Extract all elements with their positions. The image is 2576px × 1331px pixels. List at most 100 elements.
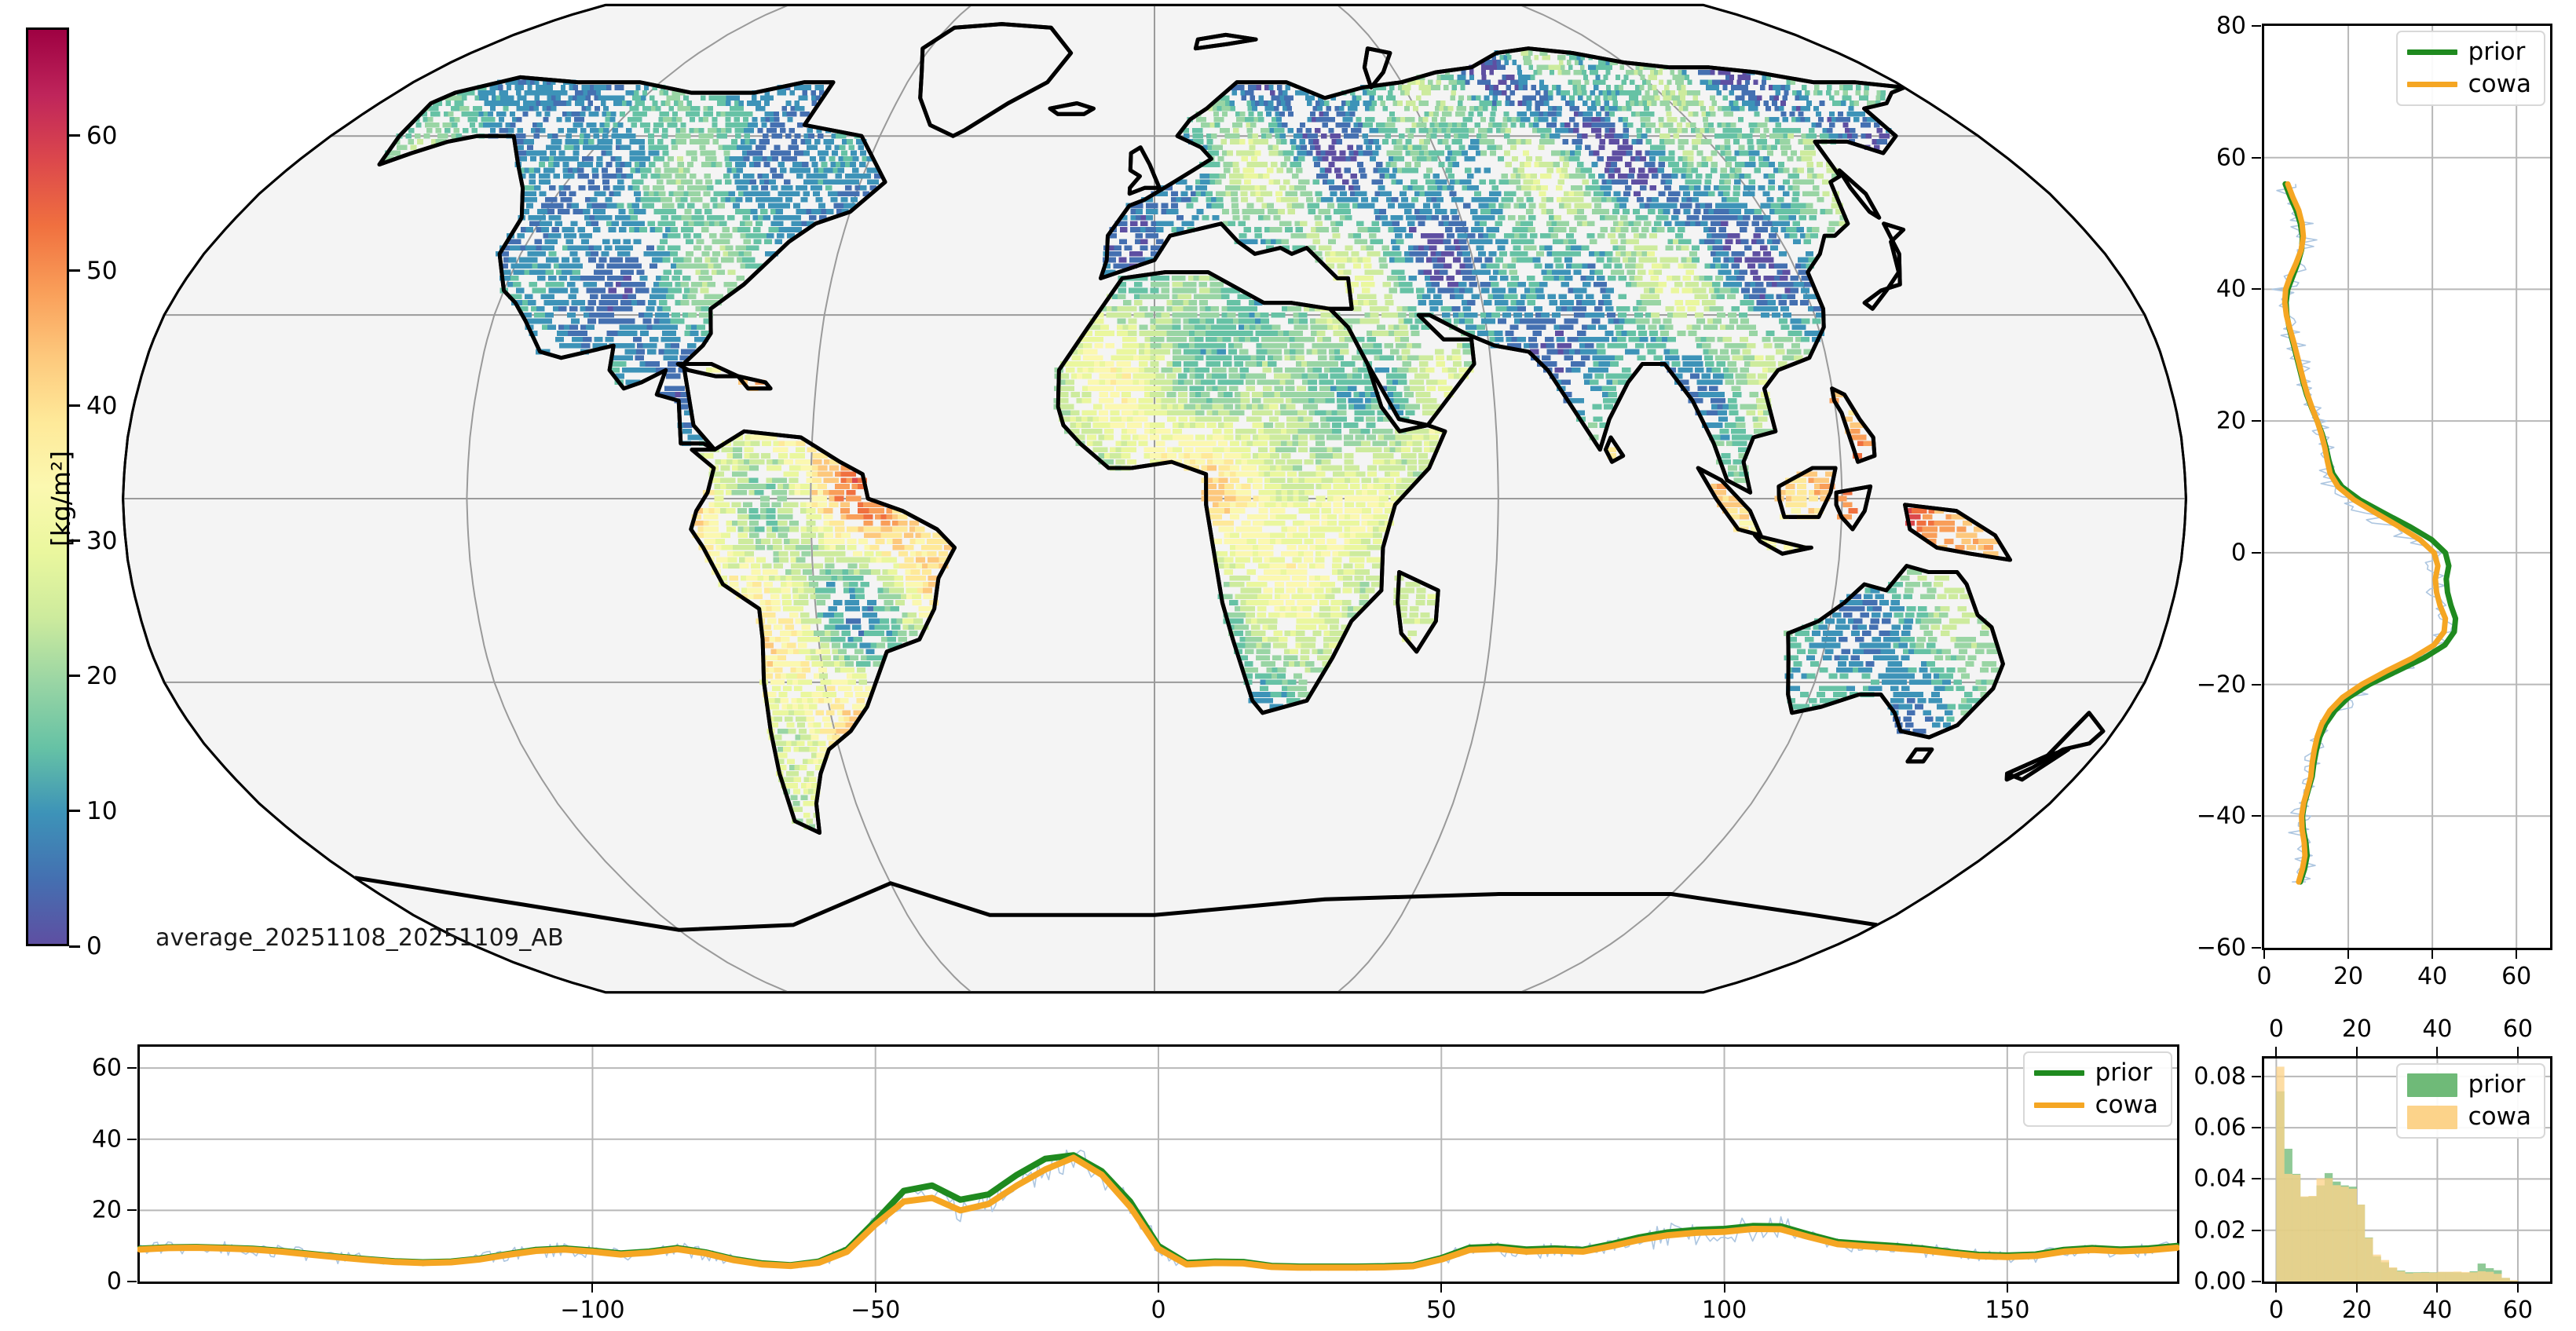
axis-tick-label: 0.08 <box>2194 1062 2246 1091</box>
legend-label: prior <box>2468 1070 2526 1099</box>
zonal-plot-canvas <box>2264 26 2550 948</box>
colorbar-tick <box>69 810 80 813</box>
histogram-plot-legend: prior cowa <box>2395 1063 2545 1139</box>
axis-tick <box>1723 1283 1725 1293</box>
legend-label: prior <box>2468 38 2526 66</box>
axis-tick-label: 0 <box>2268 1015 2284 1043</box>
axis-tick-label: 40 <box>91 1125 122 1154</box>
legend-item: prior <box>2033 1059 2158 1087</box>
axis-tick <box>2252 1178 2261 1180</box>
map-annotation-label: average_20251108_20251109_AB <box>156 924 564 952</box>
meridional-mean-plot[interactable]: prior cowa <box>137 1044 2179 1284</box>
axis-tick <box>2436 1047 2439 1056</box>
axis-tick <box>2263 949 2265 959</box>
colorbar-tick-label: 10 <box>86 796 118 825</box>
colorbar-tick <box>69 269 80 272</box>
zonal-plot-legend: prior cowa <box>2395 31 2545 106</box>
axis-tick-label: 50 <box>1426 1296 1457 1324</box>
colorbar-tick <box>69 539 80 543</box>
world-map-svg <box>122 3 2187 994</box>
axis-tick-label: 0 <box>106 1267 122 1296</box>
legend-color-swatch <box>2406 1105 2457 1129</box>
axis-tick <box>2347 949 2350 959</box>
axis-tick-label: 100 <box>1701 1296 1747 1324</box>
axis-tick <box>2252 420 2261 422</box>
axis-tick <box>127 1209 137 1212</box>
colorbar-tick <box>69 134 80 137</box>
legend-line-swatch <box>2406 82 2457 87</box>
axis-tick <box>2252 1127 2261 1129</box>
axis-tick <box>1440 1283 1443 1293</box>
colorbar-tick <box>69 404 80 408</box>
legend-line-swatch <box>2033 1102 2084 1108</box>
axis-tick-label: 60 <box>2502 1015 2534 1043</box>
axis-tick <box>127 1281 137 1282</box>
zonal-mean-plot[interactable]: prior cowa <box>2262 24 2552 950</box>
axis-tick-label: 20 <box>2341 1015 2372 1043</box>
value-histogram-plot[interactable]: prior cowa <box>2262 1056 2552 1284</box>
colorbar-tick-label: 60 <box>86 121 118 150</box>
legend-label: prior <box>2095 1059 2153 1087</box>
axis-tick-label: 0 <box>2256 963 2272 990</box>
axis-tick-label: 80 <box>2216 12 2246 40</box>
axis-tick-label: 0 <box>2268 1296 2284 1324</box>
colorbar-axis-label: [kg/m²] <box>46 450 76 547</box>
axis-tick <box>2516 949 2518 959</box>
axis-tick <box>2355 1283 2358 1293</box>
axis-tick-label: 60 <box>2502 1296 2534 1324</box>
axis-tick <box>2252 551 2261 554</box>
axis-tick <box>2252 288 2261 291</box>
axis-tick <box>2436 1283 2439 1293</box>
axis-tick-label: 40 <box>2417 963 2448 990</box>
zonal-plot-frame <box>2262 24 2552 950</box>
axis-tick <box>2252 1229 2261 1231</box>
legend-label: cowa <box>2095 1091 2158 1119</box>
axis-tick <box>2431 949 2434 959</box>
axis-tick <box>2252 947 2261 949</box>
colorbar-tick-label: 30 <box>86 526 118 555</box>
colorbar-tick-label: 20 <box>86 661 118 690</box>
meridional-plot-legend: prior cowa <box>2022 1051 2172 1127</box>
axis-tick <box>2252 1075 2261 1077</box>
map-panel[interactable]: average_20251108_20251109_AB <box>118 0 2191 997</box>
axis-tick <box>127 1138 137 1140</box>
axis-tick-label: −60 <box>2196 934 2246 962</box>
legend-line-swatch <box>2406 49 2457 55</box>
axis-tick <box>2252 683 2261 686</box>
axis-tick-label: 20 <box>2333 963 2364 990</box>
axis-tick-label: 0.04 <box>2194 1165 2246 1193</box>
axis-tick-label: 40 <box>2422 1296 2453 1324</box>
axis-tick-label: 40 <box>2422 1015 2453 1043</box>
axis-tick-label: 20 <box>91 1196 122 1224</box>
axis-tick-label: 150 <box>1985 1296 2030 1324</box>
axis-tick <box>2516 1283 2519 1293</box>
axis-tick-label: 60 <box>2501 963 2532 990</box>
axis-tick <box>2252 1281 2261 1282</box>
legend-label: cowa <box>2468 70 2531 98</box>
axis-tick-label: −50 <box>851 1296 901 1324</box>
axis-tick <box>1158 1283 1159 1293</box>
colorbar-tick-label: 50 <box>86 256 118 285</box>
axis-tick-label: 20 <box>2216 407 2246 435</box>
legend-color-swatch <box>2406 1073 2457 1097</box>
axis-tick <box>2252 815 2261 817</box>
colorbar-tick-label: 0 <box>86 932 102 960</box>
axis-tick <box>2252 156 2261 159</box>
axis-tick-label: 0.02 <box>2194 1216 2246 1245</box>
axis-tick-label: 0.00 <box>2194 1267 2246 1296</box>
meridional-plot-canvas <box>137 1047 2179 1282</box>
axis-tick-label: 60 <box>2216 144 2246 172</box>
axis-tick <box>2006 1283 2008 1293</box>
axis-tick <box>2275 1047 2278 1056</box>
legend-item: prior <box>2406 38 2531 66</box>
axis-tick-label: 20 <box>2341 1296 2372 1324</box>
axis-tick-label: 0 <box>2230 539 2246 567</box>
histogram-plot-canvas <box>2264 1059 2550 1282</box>
legend-item: cowa <box>2406 1102 2531 1131</box>
colorbar-gradient <box>26 27 69 946</box>
axis-tick-label: −100 <box>560 1296 625 1324</box>
legend-label: cowa <box>2468 1102 2531 1131</box>
colorbar-tick <box>69 945 80 948</box>
colorbar-tick <box>69 675 80 678</box>
axis-tick-label: 0 <box>1151 1296 1166 1324</box>
